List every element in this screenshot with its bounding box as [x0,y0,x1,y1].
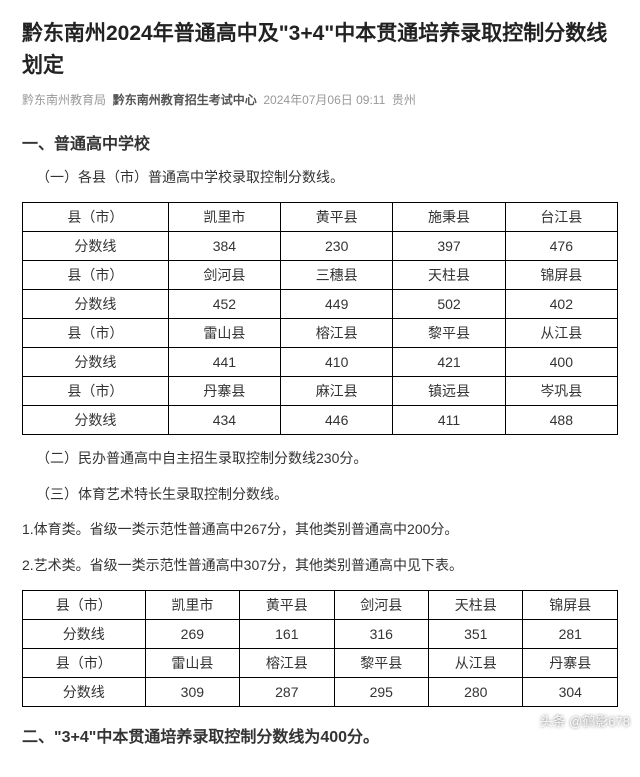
section1-item2: 2.艺术类。省级一类示范性普通高中307分，其他类别普通高中见下表。 [22,554,618,578]
cell: 397 [393,231,505,260]
cell: 黄平县 [240,590,334,619]
cell-label: 县（市） [23,318,169,347]
cell: 452 [168,289,280,318]
cell-label: 县（市） [23,590,146,619]
cell: 410 [281,347,393,376]
cell: 锦屏县 [523,590,618,619]
table-row: 县（市） 凯里市 黄平县 施秉县 台江县 [23,202,618,231]
cell: 488 [505,405,617,434]
cell-label: 分数线 [23,405,169,434]
table-row: 县（市） 凯里市 黄平县 剑河县 天柱县 锦屏县 [23,590,618,619]
section1-item1: 1.体育类。省级一类示范性普通高中267分，其他类别普通高中200分。 [22,518,618,542]
cell: 476 [505,231,617,260]
cell-label: 分数线 [23,619,146,648]
cell: 269 [145,619,239,648]
score-table-1: 县（市） 凯里市 黄平县 施秉县 台江县 分数线 384 230 397 476… [22,202,618,435]
cell: 丹寨县 [168,376,280,405]
cell: 309 [145,677,239,706]
cell: 镇远县 [393,376,505,405]
cell: 凯里市 [145,590,239,619]
table-row: 分数线 434 446 411 488 [23,405,618,434]
meta-line: 黔东南州教育局 黔东南州教育招生考试中心 2024年07月06日 09:11 贵… [22,91,618,108]
table-row: 分数线 309 287 295 280 304 [23,677,618,706]
cell: 230 [281,231,393,260]
cell: 446 [281,405,393,434]
cell: 施秉县 [393,202,505,231]
cell: 281 [523,619,618,648]
meta-source1: 黔东南州教育局 [22,93,106,107]
cell: 295 [334,677,428,706]
cell-label: 分数线 [23,677,146,706]
cell: 麻江县 [281,376,393,405]
cell: 榕江县 [240,648,334,677]
table-row: 县（市） 雷山县 榕江县 黎平县 从江县 丹寨县 [23,648,618,677]
section1-heading: 一、普通高中学校 [22,130,618,154]
cell: 161 [240,619,334,648]
cell: 316 [334,619,428,648]
cell-label: 分数线 [23,347,169,376]
table-row: 县（市） 雷山县 榕江县 黎平县 从江县 [23,318,618,347]
meta-source2: 黔东南州教育招生考试中心 [113,93,257,107]
cell: 从江县 [429,648,523,677]
cell: 287 [240,677,334,706]
cell: 441 [168,347,280,376]
cell: 502 [393,289,505,318]
cell: 三穗县 [281,260,393,289]
table-row: 分数线 384 230 397 476 [23,231,618,260]
cell: 从江县 [505,318,617,347]
cell-label: 分数线 [23,231,169,260]
cell: 434 [168,405,280,434]
cell: 449 [281,289,393,318]
cell: 280 [429,677,523,706]
table-row: 分数线 441 410 421 400 [23,347,618,376]
cell: 雷山县 [168,318,280,347]
cell-label: 县（市） [23,260,169,289]
cell: 400 [505,347,617,376]
cell: 雷山县 [145,648,239,677]
cell-label: 县（市） [23,202,169,231]
meta-date: 2024年07月06日 09:11 [263,93,385,107]
table-row: 分数线 269 161 316 351 281 [23,619,618,648]
watermark: 头条 @鹤影678 [540,711,631,730]
table-row: 分数线 452 449 502 402 [23,289,618,318]
cell: 黄平县 [281,202,393,231]
cell-label: 县（市） [23,376,169,405]
cell: 384 [168,231,280,260]
score-table-2: 县（市） 凯里市 黄平县 剑河县 天柱县 锦屏县 分数线 269 161 316… [22,590,618,707]
cell: 351 [429,619,523,648]
section1-sub3: （三）体育艺术特长生录取控制分数线。 [22,483,618,507]
cell: 天柱县 [429,590,523,619]
section2-heading: 二、"3+4"中本贯通培养录取控制分数线为400分。 [22,723,618,747]
cell: 岑巩县 [505,376,617,405]
cell: 421 [393,347,505,376]
cell: 锦屏县 [505,260,617,289]
table-row: 县（市） 剑河县 三穗县 天柱县 锦屏县 [23,260,618,289]
meta-location: 贵州 [392,93,416,107]
cell: 天柱县 [393,260,505,289]
section1-sub1: （一）各县（市）普通高中学校录取控制分数线。 [22,166,618,190]
cell: 丹寨县 [523,648,618,677]
cell: 榕江县 [281,318,393,347]
cell: 304 [523,677,618,706]
cell: 剑河县 [334,590,428,619]
cell: 台江县 [505,202,617,231]
cell: 剑河县 [168,260,280,289]
cell: 凯里市 [168,202,280,231]
table-row: 县（市） 丹寨县 麻江县 镇远县 岑巩县 [23,376,618,405]
cell: 黎平县 [393,318,505,347]
cell: 黎平县 [334,648,428,677]
page-title: 黔东南州2024年普通高中及"3+4"中本贯通培养录取控制分数线划定 [22,18,618,81]
cell-label: 县（市） [23,648,146,677]
cell: 411 [393,405,505,434]
section1-sub2: （二）民办普通高中自主招生录取控制分数线230分。 [22,447,618,471]
cell: 402 [505,289,617,318]
cell-label: 分数线 [23,289,169,318]
